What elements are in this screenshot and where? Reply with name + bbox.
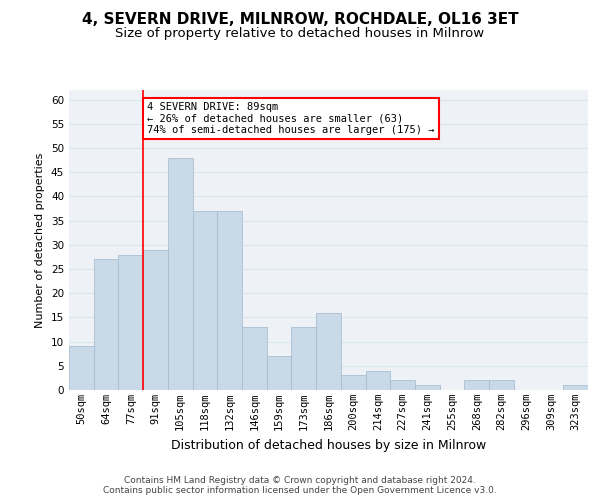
Bar [69,346,94,390]
Bar [168,158,193,390]
Bar [390,380,415,390]
Bar [217,211,242,390]
Y-axis label: Number of detached properties: Number of detached properties [35,152,46,328]
Text: Size of property relative to detached houses in Milnrow: Size of property relative to detached ho… [115,28,485,40]
Bar [118,254,143,390]
Text: Contains HM Land Registry data © Crown copyright and database right 2024.
Contai: Contains HM Land Registry data © Crown c… [103,476,497,495]
Bar [292,327,316,390]
Bar [464,380,489,390]
Text: 4 SEVERN DRIVE: 89sqm
← 26% of detached houses are smaller (63)
74% of semi-deta: 4 SEVERN DRIVE: 89sqm ← 26% of detached … [147,102,434,136]
Bar [489,380,514,390]
Bar [563,385,588,390]
Bar [94,260,118,390]
Bar [415,385,440,390]
Text: 4, SEVERN DRIVE, MILNROW, ROCHDALE, OL16 3ET: 4, SEVERN DRIVE, MILNROW, ROCHDALE, OL16… [82,12,518,28]
Bar [267,356,292,390]
Bar [316,312,341,390]
Bar [193,211,217,390]
X-axis label: Distribution of detached houses by size in Milnrow: Distribution of detached houses by size … [171,438,486,452]
Bar [143,250,168,390]
Bar [341,376,365,390]
Bar [242,327,267,390]
Bar [365,370,390,390]
